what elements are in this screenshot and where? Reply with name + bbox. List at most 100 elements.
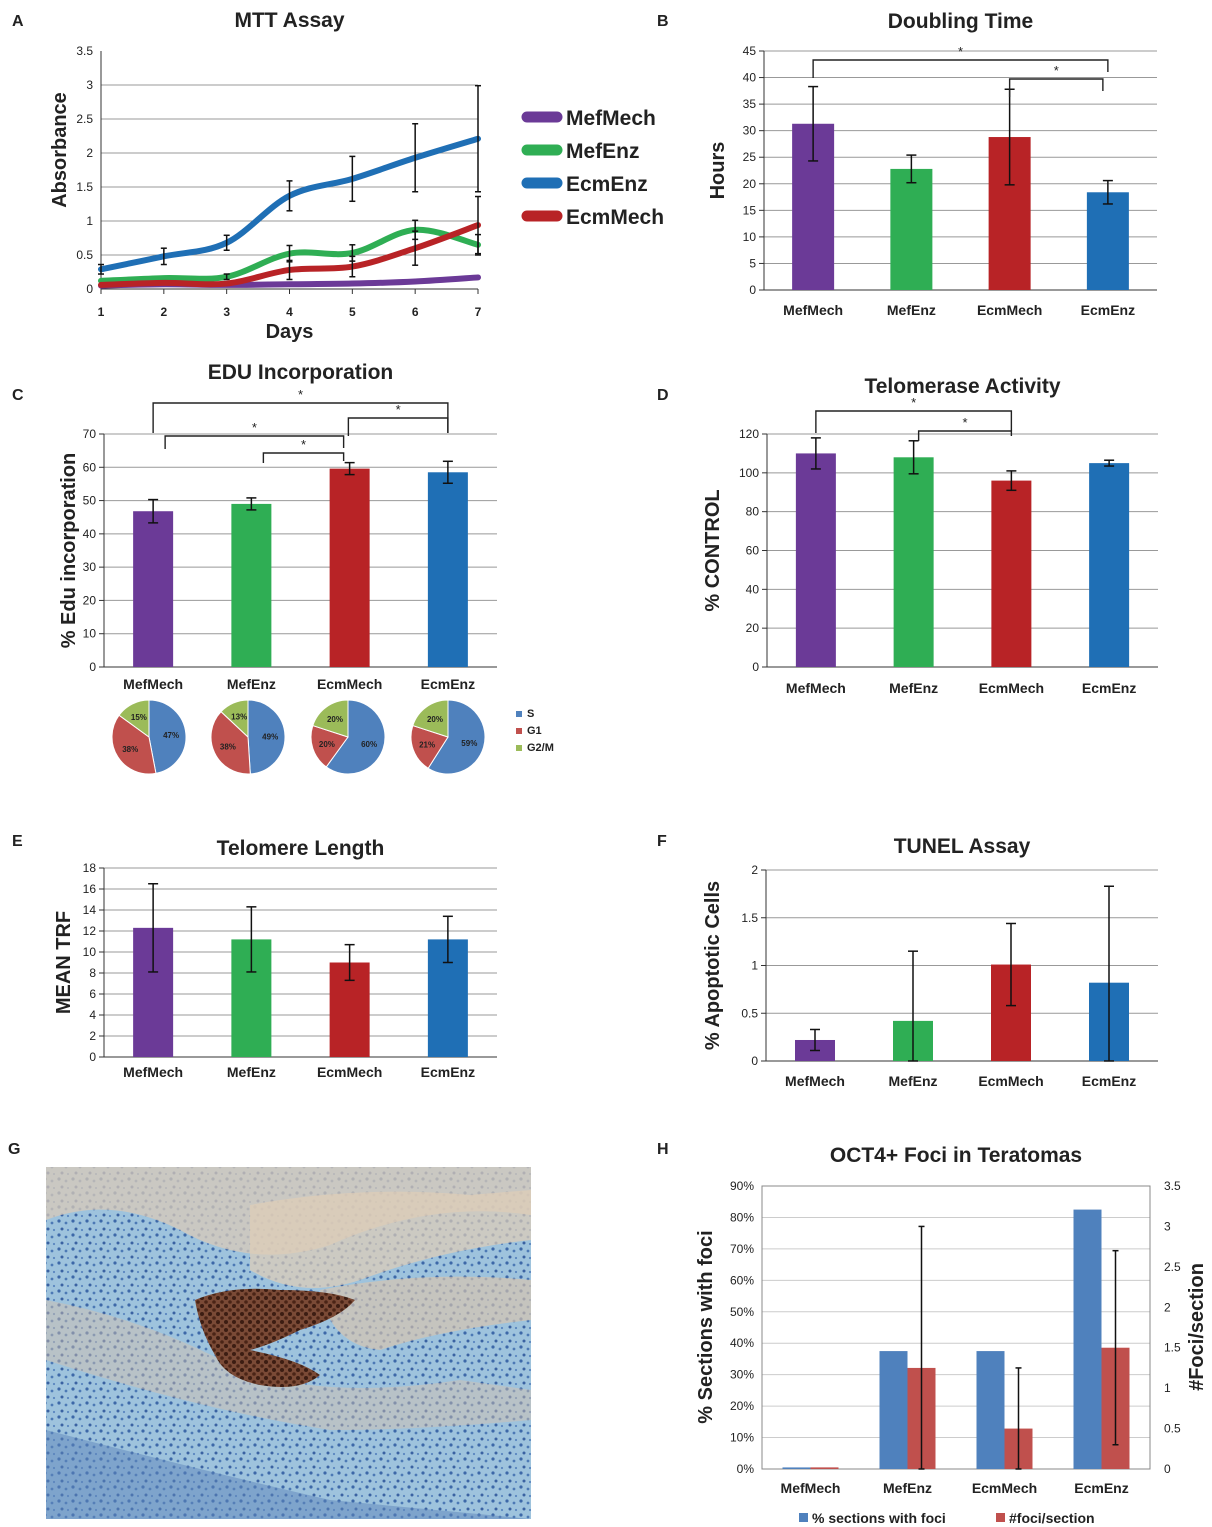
chart-title: TUNEL Assay: [894, 835, 1031, 858]
y-tick-label: 20: [743, 177, 757, 191]
pie-slice-label: 13%: [231, 713, 247, 722]
x-tick-label: 1: [98, 305, 105, 319]
panel-letter-g: G: [8, 1141, 20, 1158]
x-category-label: MefEnz: [889, 1073, 938, 1089]
y-tick-label: 2.5: [76, 112, 93, 126]
y-tick-label: 60%: [730, 1273, 754, 1287]
y-tick-label: 80: [746, 505, 760, 519]
significance-bracket: [815, 410, 1013, 433]
bar-mefmech: [133, 511, 174, 667]
pie-slice-g1: [410, 724, 449, 769]
x-category-label: EcmMech: [317, 676, 382, 692]
pie-legend-label: G1: [527, 725, 542, 737]
significance-bracket: [347, 417, 449, 436]
bar-ecmmech: [991, 480, 1032, 667]
legend-swatch: [799, 1513, 808, 1522]
x-category-label: EcmMech: [317, 1064, 382, 1080]
panel-c-edu-bar-chart: 0 10 20 30 40 50 60 70 EDU Incorporation % Edu in…: [58, 361, 497, 692]
x-axis-title: Days: [266, 321, 314, 343]
x-category-label: EcmMech: [979, 680, 1044, 696]
panel-letter-a: A: [12, 13, 24, 30]
pie-slice-label: 49%: [262, 732, 278, 741]
legend-label: EcmMech: [566, 206, 664, 229]
y-tick-label: 100: [739, 466, 759, 480]
bar-sections-ecmmech: [976, 1351, 1005, 1469]
pie-slice-g1: [210, 710, 251, 775]
y-tick-label: 2: [89, 1029, 96, 1043]
y-right-tick-label: 2.5: [1164, 1260, 1181, 1274]
panel-b-doubling-bar-chart: 0 5 10 15 20 25 30 35 40 45 Doubling Time Hours MefM…: [707, 10, 1157, 318]
y-tick-label: 80%: [730, 1210, 754, 1224]
y-tick-label: 0.5: [741, 1006, 758, 1020]
pie-slice-label: 60%: [361, 740, 377, 749]
x-category-label: MefEnz: [889, 680, 938, 696]
y-tick-label: 30%: [730, 1368, 754, 1382]
panel-f-tunel-bar-chart: 0 0.5 1 1.5 2 TUNEL Assay % Apoptotic Cells Mef…: [702, 835, 1158, 1089]
y-tick-label: 1.5: [76, 180, 93, 194]
chart-title: Doubling Time: [888, 10, 1033, 33]
y-tick-label: 40: [83, 527, 97, 541]
y-tick-label: 20: [746, 621, 760, 635]
bar-mefenz: [890, 168, 933, 290]
bar-mefenz: [893, 457, 934, 667]
y-tick-label: 2: [86, 146, 93, 160]
y-tick-label: 4: [89, 1008, 96, 1022]
y-tick-label: 1: [751, 959, 758, 973]
x-tick-label: 7: [475, 305, 482, 319]
x-category-label: MefMech: [783, 302, 843, 318]
panel-letter-h: H: [657, 1141, 669, 1158]
y-tick-label: 5: [749, 256, 756, 270]
pie-slice-s: [247, 699, 286, 775]
chart-title: Telomere Length: [217, 837, 385, 860]
significance-star: *: [301, 437, 306, 452]
bar-ecmenz: [427, 472, 468, 667]
legend-swatch: [996, 1513, 1005, 1522]
legend-label: MefMech: [566, 107, 656, 130]
y-tick-label: 40%: [730, 1336, 754, 1350]
y-tick-label: 70: [83, 427, 97, 441]
y-right-tick-label: 0: [1164, 1462, 1171, 1476]
y-tick-label: 35: [743, 97, 757, 111]
y-tick-label: 10: [83, 945, 97, 959]
pie-slice-label: 15%: [131, 713, 147, 722]
y-tick-label: 3.5: [76, 44, 93, 58]
y-right-tick-label: 3.5: [1164, 1179, 1181, 1193]
pie-slice-label: 38%: [122, 745, 138, 754]
significance-bracket: [917, 430, 1013, 441]
y-tick-label: 0%: [737, 1462, 755, 1476]
y-tick-label: 40: [746, 582, 760, 596]
x-tick-label: 2: [160, 305, 167, 319]
pie-slice-g2m: [220, 699, 249, 739]
bar-sections-ecmenz: [1073, 1209, 1102, 1469]
x-tick-label: 4: [286, 305, 293, 319]
pie-legend-swatch: [516, 728, 522, 734]
y-tick-label: 10%: [730, 1431, 754, 1445]
y-tick-label: 10: [743, 230, 757, 244]
panel-e-telomere-bar-chart: 0 2 4 6 8 10 12 14 16 18 Telomere Length MEAN TRF Me…: [53, 837, 497, 1080]
pie-slice-label: 47%: [163, 731, 179, 740]
x-category-label: MefMech: [786, 680, 846, 696]
y-tick-label: 0: [86, 282, 93, 296]
y-tick-label: 16: [83, 882, 97, 896]
y-tick-label: 50: [83, 494, 97, 508]
chart-title: MTT Assay: [234, 9, 344, 32]
x-category-label: EcmMech: [978, 1073, 1043, 1089]
y-tick-label: 0.5: [76, 248, 93, 262]
y-tick-label: 90%: [730, 1179, 754, 1193]
pie-slice-s: [325, 699, 386, 775]
y-tick-label: 10: [83, 627, 97, 641]
panel-letter-d: D: [657, 387, 669, 404]
x-category-label: MefEnz: [883, 1480, 932, 1496]
legend-label: MefEnz: [566, 140, 640, 163]
pie-slice-label: 20%: [327, 715, 343, 724]
y-tick-label: 14: [83, 903, 97, 917]
significance-bracket: [262, 452, 345, 463]
pie-slice-s: [427, 699, 486, 775]
y-tick-label: 0: [749, 283, 756, 297]
bar-ecmenz: [1089, 463, 1130, 667]
x-category-label: EcmEnz: [1082, 680, 1136, 696]
y-tick-label: 45: [743, 44, 757, 58]
pie-slice-g2m: [312, 699, 349, 738]
pie-legend-label: G2/M: [527, 742, 554, 754]
y-tick-label: 18: [83, 861, 97, 875]
